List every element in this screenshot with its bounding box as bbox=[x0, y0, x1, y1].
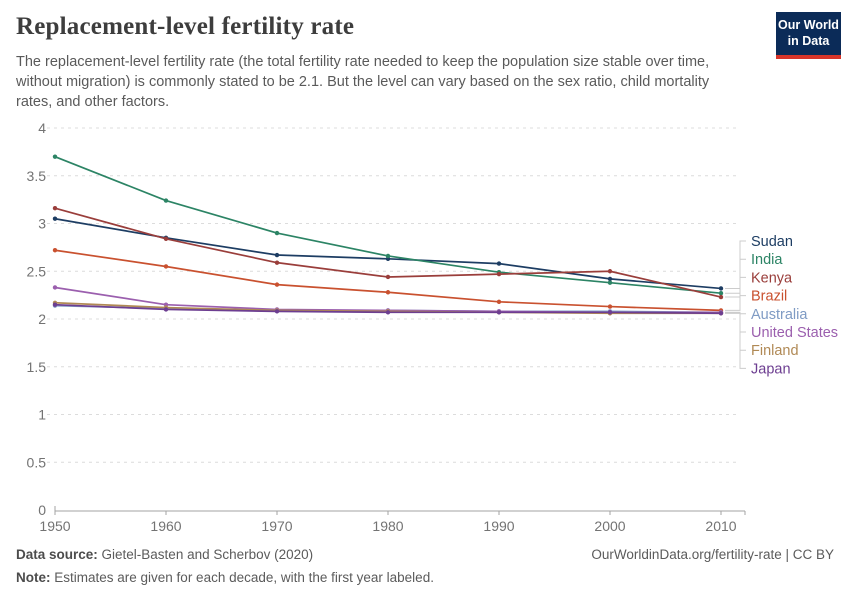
legend-connector-india bbox=[725, 258, 746, 294]
data-source-text: Gietel-Basten and Scherbov (2020) bbox=[97, 547, 314, 562]
y-tick-label-3: 3 bbox=[38, 216, 46, 232]
series-point-sudan-2000 bbox=[607, 276, 613, 282]
series-point-sudan-1950 bbox=[52, 216, 58, 221]
license-link[interactable]: OurWorldinData.org/fertility-rate | CC B… bbox=[591, 547, 834, 562]
series-point-kenya-1950 bbox=[52, 206, 58, 211]
note-label: Note: bbox=[16, 570, 51, 585]
x-tick-label-1950: 1950 bbox=[39, 518, 70, 534]
y-tick-label-0.5: 0.5 bbox=[27, 454, 47, 470]
x-tick-label-1960: 1960 bbox=[150, 518, 181, 534]
legend-label-australia[interactable]: Australia bbox=[751, 307, 808, 323]
y-tick-label-2: 2 bbox=[38, 311, 46, 327]
series-point-japan-2000 bbox=[607, 310, 613, 315]
series-point-brazil-1950 bbox=[52, 248, 58, 253]
series-point-sudan-2010 bbox=[718, 286, 724, 291]
series-point-japan-1950 bbox=[52, 302, 58, 307]
series-point-kenya-1970 bbox=[274, 260, 280, 265]
legend-connector-brazil bbox=[725, 295, 746, 311]
series-point-india-1950 bbox=[52, 154, 58, 159]
x-tick-label-1980: 1980 bbox=[372, 518, 403, 534]
series-point-brazil-1960 bbox=[163, 264, 169, 269]
series-point-sudan-1970 bbox=[274, 252, 280, 258]
series-point-kenya-1980 bbox=[385, 274, 391, 280]
legend-connector-japan bbox=[725, 312, 746, 369]
x-tick-label-1990: 1990 bbox=[483, 518, 514, 534]
series-point-brazil-1970 bbox=[274, 282, 280, 287]
series-point-india-1980 bbox=[385, 253, 391, 259]
legend-label-united-states[interactable]: United States bbox=[751, 325, 838, 341]
series-point-brazil-1980 bbox=[385, 290, 391, 295]
y-tick-label-1: 1 bbox=[38, 407, 46, 423]
legend-label-sudan[interactable]: Sudan bbox=[751, 234, 793, 250]
series-point-united-states-1950 bbox=[52, 285, 58, 290]
note-text: Estimates are given for each decade, wit… bbox=[50, 570, 434, 585]
note-line: Note: Estimates are given for each decad… bbox=[16, 570, 434, 585]
y-tick-label-0: 0 bbox=[38, 502, 46, 518]
x-tick-label-2000: 2000 bbox=[594, 518, 625, 534]
y-tick-label-2.5: 2.5 bbox=[27, 263, 47, 279]
legend-connector-united-states bbox=[725, 311, 746, 333]
series-point-india-2010 bbox=[718, 291, 724, 296]
owid-logo-line2: in Data bbox=[787, 33, 830, 48]
series-line-india[interactable] bbox=[54, 155, 722, 295]
page-title: Replacement-level fertility rate bbox=[16, 13, 355, 40]
y-tick-label-4: 4 bbox=[38, 120, 46, 136]
legend-label-finland[interactable]: Finland bbox=[751, 343, 799, 359]
series-point-japan-1970 bbox=[274, 309, 280, 314]
legend-label-japan[interactable]: Japan bbox=[751, 361, 791, 377]
data-source-line: Data source: Gietel-Basten and Scherbov … bbox=[16, 547, 313, 562]
series-point-sudan-1990 bbox=[496, 261, 502, 266]
series-point-japan-1980 bbox=[385, 310, 391, 315]
series-point-kenya-2000 bbox=[607, 269, 613, 274]
series-point-brazil-1990 bbox=[496, 299, 502, 305]
legend-label-brazil[interactable]: Brazil bbox=[751, 289, 787, 305]
series-point-japan-1990 bbox=[496, 310, 502, 315]
owid-logo-line1: Our World bbox=[778, 17, 839, 32]
series-point-india-1970 bbox=[274, 230, 280, 236]
series-point-kenya-2010 bbox=[718, 294, 724, 300]
x-tick-label-1970: 1970 bbox=[261, 518, 292, 534]
x-tick-label-2010: 2010 bbox=[705, 518, 736, 534]
legend-label-india[interactable]: India bbox=[751, 252, 783, 268]
series-point-kenya-1990 bbox=[496, 271, 502, 277]
series-point-japan-1960 bbox=[163, 307, 169, 312]
series-point-kenya-1960 bbox=[163, 236, 169, 241]
legend-connector-sudan bbox=[725, 240, 746, 289]
y-tick-label-3.5: 3.5 bbox=[27, 168, 47, 184]
legend-connector-kenya bbox=[725, 276, 746, 298]
y-tick-label-1.5: 1.5 bbox=[27, 359, 47, 375]
series-point-india-1960 bbox=[163, 198, 169, 203]
data-source-label: Data source: bbox=[16, 547, 98, 562]
series-point-japan-2010 bbox=[718, 311, 724, 316]
series-point-brazil-2000 bbox=[607, 304, 613, 309]
owid-logo[interactable]: Our World in Data bbox=[776, 12, 841, 59]
series-point-india-2000 bbox=[607, 280, 613, 285]
chart-subtitle: The replacement-level fertility rate (th… bbox=[16, 54, 710, 110]
legend-label-kenya[interactable]: Kenya bbox=[751, 270, 793, 286]
